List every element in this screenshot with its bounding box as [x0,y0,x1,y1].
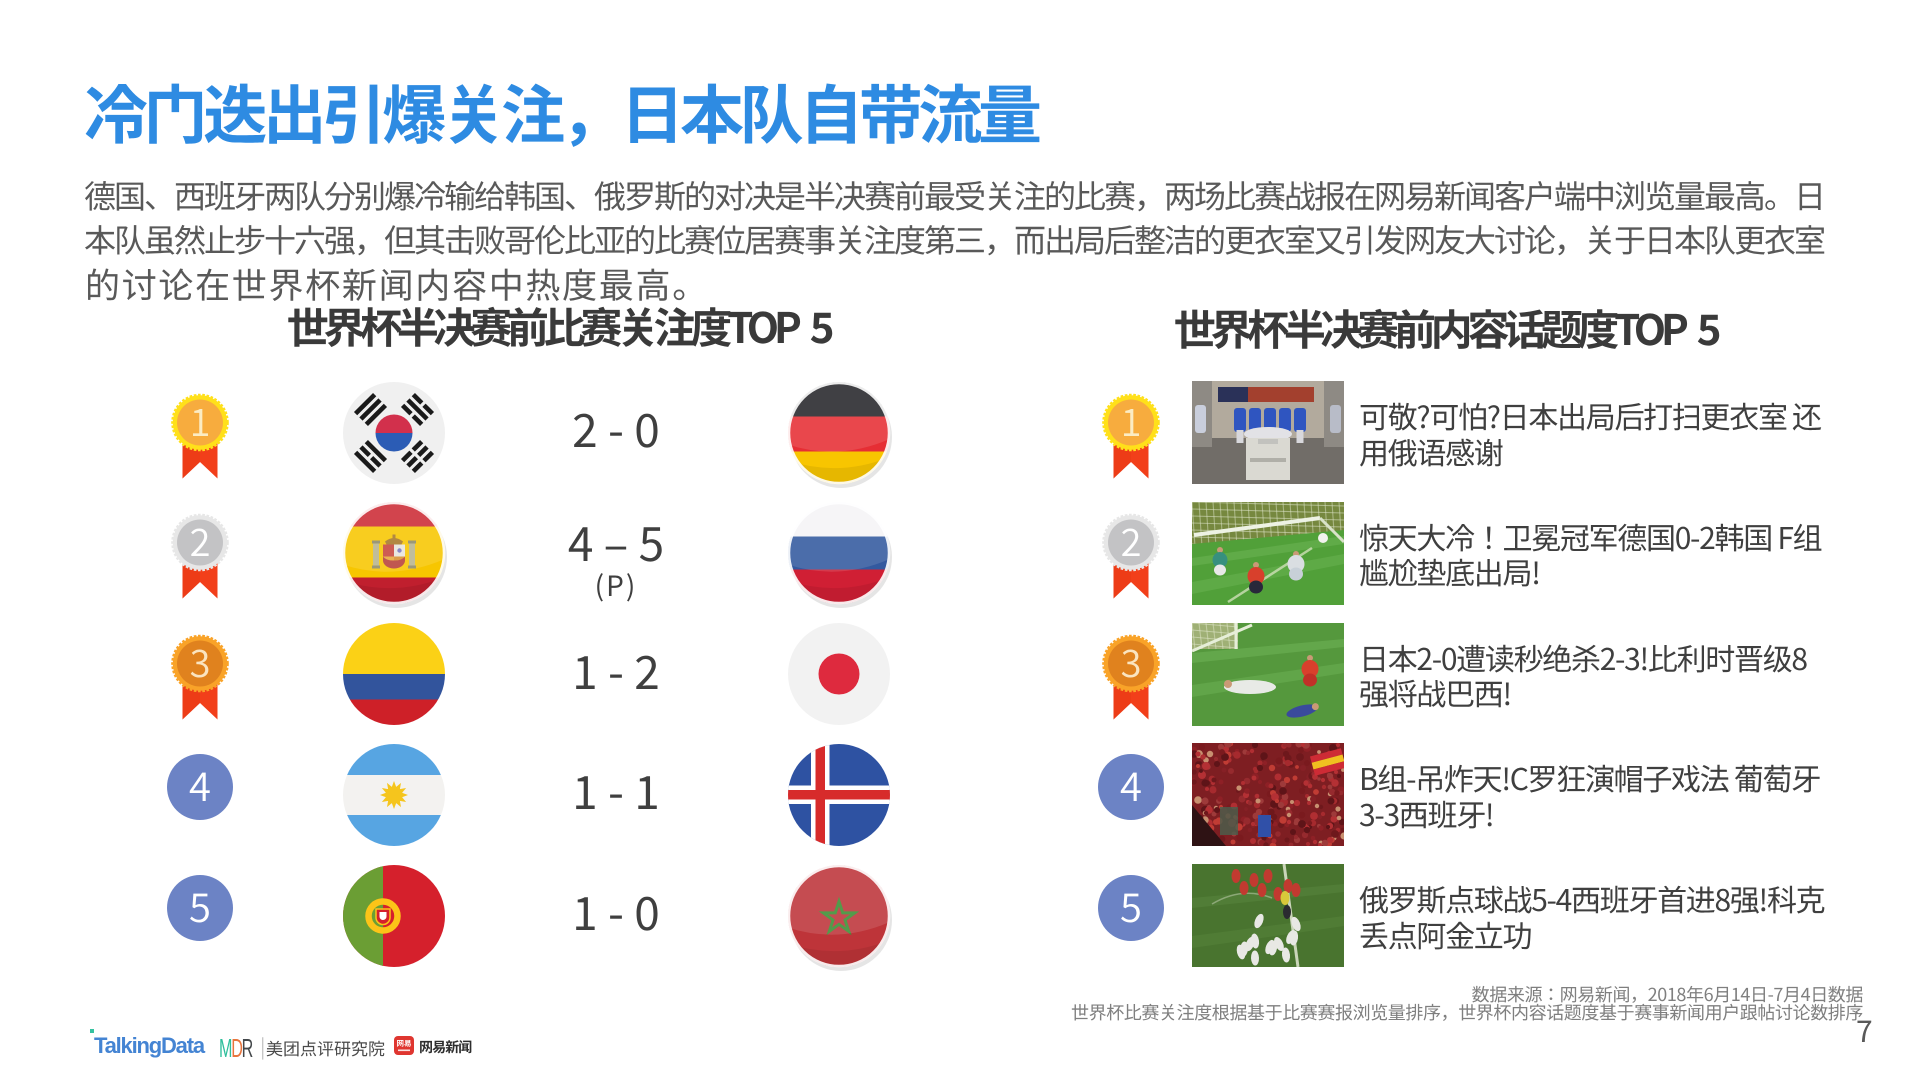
svg-text:2: 2 [190,512,211,567]
svg-text:2: 2 [1121,512,1142,567]
svg-text:5: 5 [189,876,211,934]
svg-text:3: 3 [190,633,211,688]
svg-text:4: 4 [189,755,211,813]
svg-text:3: 3 [1121,633,1142,688]
svg-text:4: 4 [1120,755,1142,813]
svg-text:5: 5 [1120,876,1142,934]
svg-text:1: 1 [1121,392,1142,447]
svg-text:1: 1 [190,392,211,447]
svg-text:网易: 网易 [397,1038,412,1049]
